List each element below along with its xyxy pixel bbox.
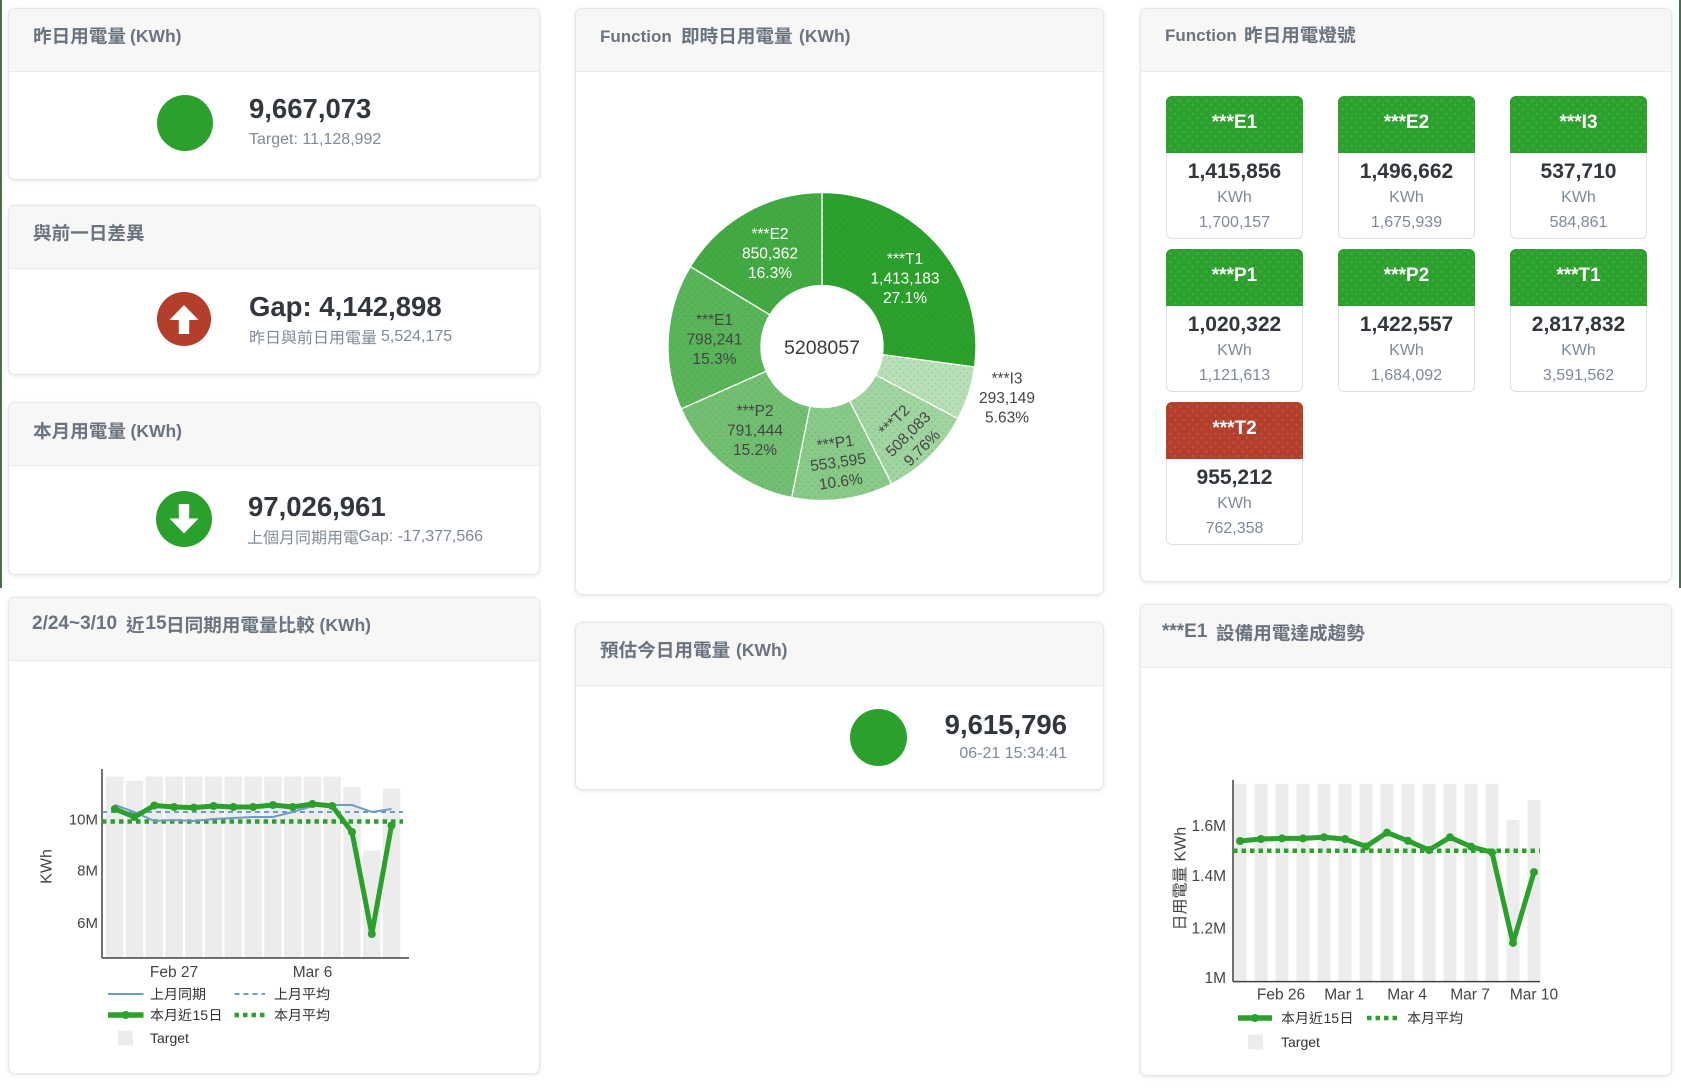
- svg-text:850,362: 850,362: [742, 245, 798, 262]
- svg-text:10M: 10M: [69, 812, 98, 829]
- svg-text:27.1%: 27.1%: [883, 290, 927, 307]
- svg-text:5.63%: 5.63%: [985, 409, 1029, 426]
- svg-text:Mar 7: Mar 7: [1450, 987, 1490, 1004]
- svg-text:791,444: 791,444: [727, 422, 783, 439]
- svg-text:798,241: 798,241: [686, 331, 742, 348]
- svg-text:8M: 8M: [77, 863, 98, 880]
- svg-text:10.6%: 10.6%: [818, 471, 864, 494]
- svg-text:***T1: ***T1: [887, 251, 923, 268]
- svg-text:Feb 26: Feb 26: [1257, 987, 1305, 1004]
- svg-text:Target: Target: [1281, 1034, 1320, 1050]
- svg-text:***E2: ***E2: [751, 226, 788, 243]
- svg-text:***P1: ***P1: [816, 432, 855, 454]
- svg-text:Mar 10: Mar 10: [1510, 987, 1559, 1004]
- svg-text:15: 15: [193, 1007, 209, 1023]
- svg-text:293,149: 293,149: [979, 390, 1035, 407]
- svg-text:1.2M: 1.2M: [1192, 920, 1226, 937]
- svg-text:1.4M: 1.4M: [1192, 868, 1226, 885]
- svg-text:Mar 4: Mar 4: [1387, 987, 1427, 1004]
- svg-text:KWh: KWh: [1173, 827, 1190, 862]
- svg-text:1M: 1M: [1204, 970, 1226, 987]
- svg-text:Mar 1: Mar 1: [1324, 987, 1364, 1004]
- svg-text:6M: 6M: [77, 915, 98, 932]
- svg-text:Mar 6: Mar 6: [293, 964, 333, 981]
- svg-text:KWh: KWh: [39, 849, 56, 884]
- svg-text:15.2%: 15.2%: [733, 442, 777, 459]
- svg-text:***P2: ***P2: [736, 403, 773, 420]
- svg-text:Target: Target: [150, 1030, 189, 1046]
- svg-text:16.3%: 16.3%: [748, 265, 792, 282]
- svg-text:***E1: ***E1: [696, 312, 733, 329]
- svg-text:1.6M: 1.6M: [1192, 818, 1226, 835]
- svg-text:5208057: 5208057: [784, 337, 860, 359]
- svg-text:1,413,183: 1,413,183: [871, 270, 940, 287]
- svg-text:Feb 27: Feb 27: [150, 964, 198, 981]
- svg-text:15: 15: [1324, 1010, 1340, 1026]
- svg-text:***I3: ***I3: [991, 370, 1022, 387]
- svg-text:15.3%: 15.3%: [693, 351, 737, 368]
